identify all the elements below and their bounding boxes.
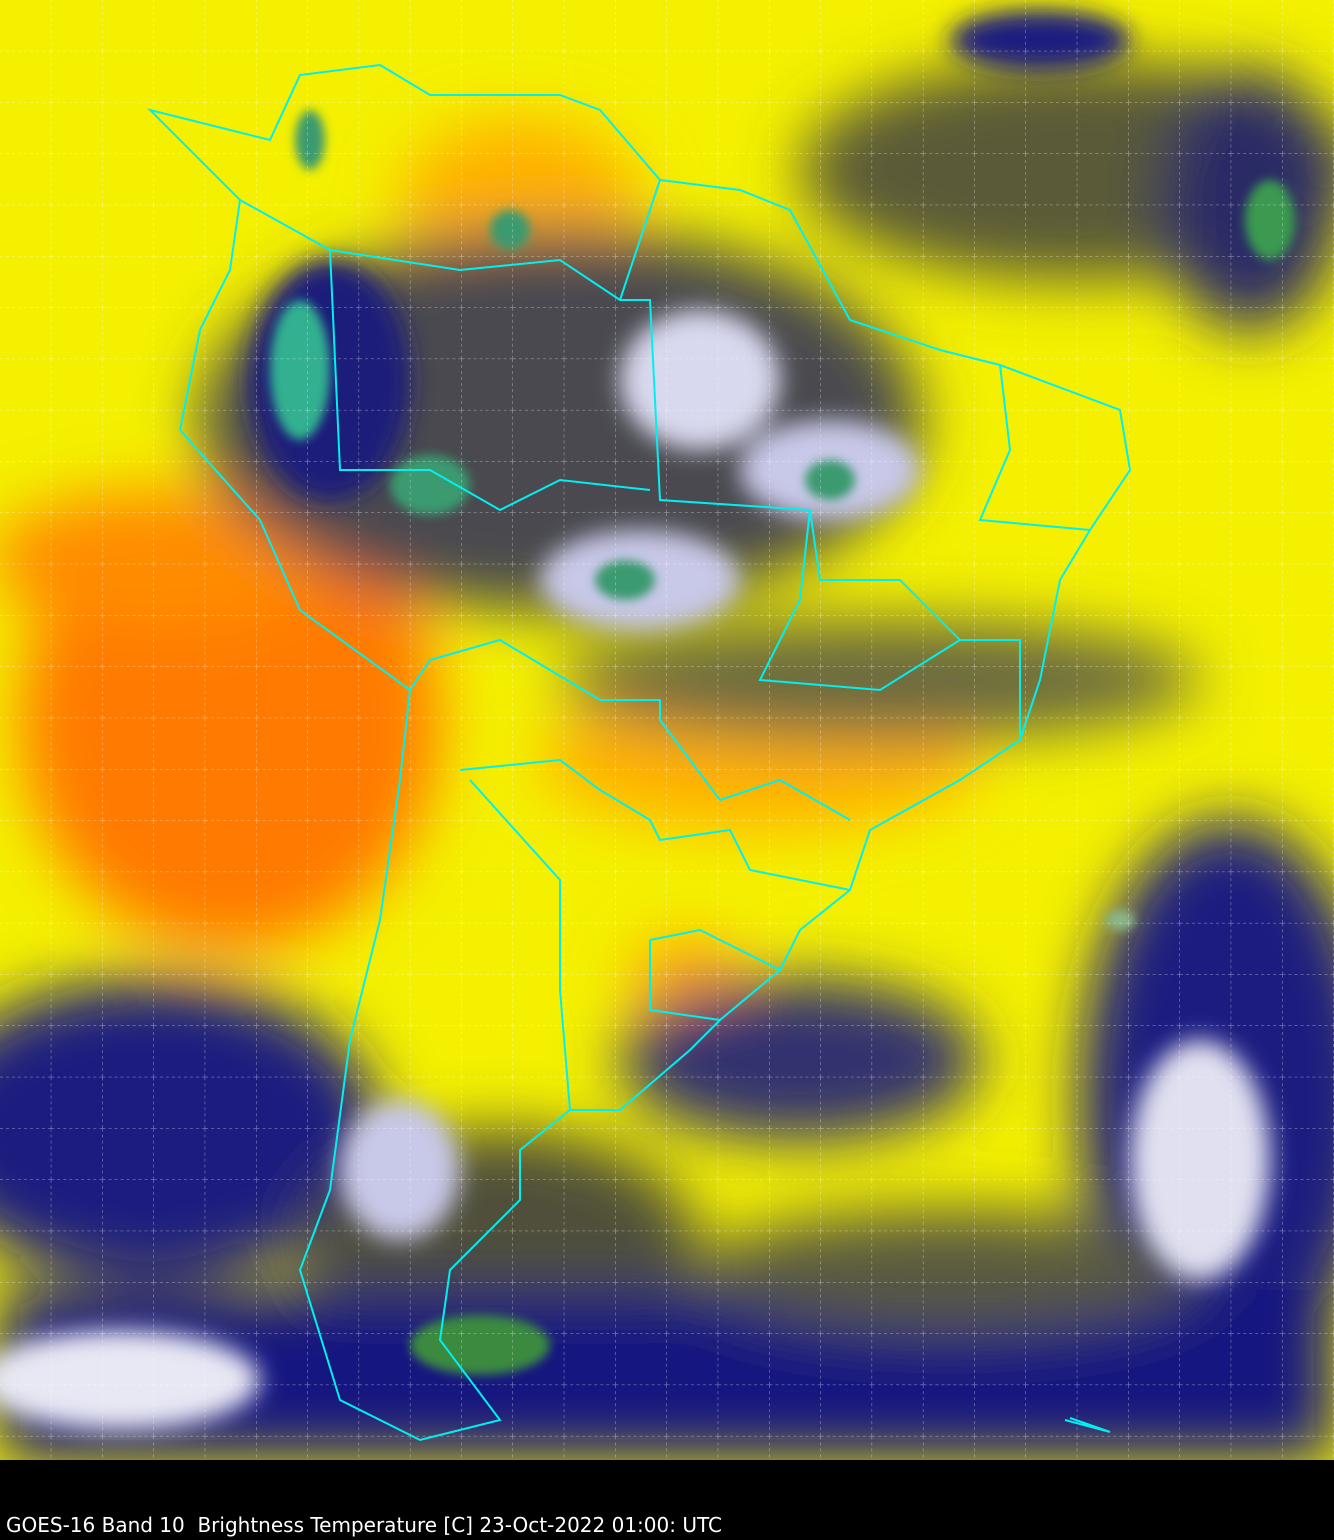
image-caption: GOES-16 Band 10 Brightness Temperature […: [6, 1513, 722, 1537]
country-borders: [146, 63, 1132, 1442]
satellite-map: [0, 0, 1334, 1460]
